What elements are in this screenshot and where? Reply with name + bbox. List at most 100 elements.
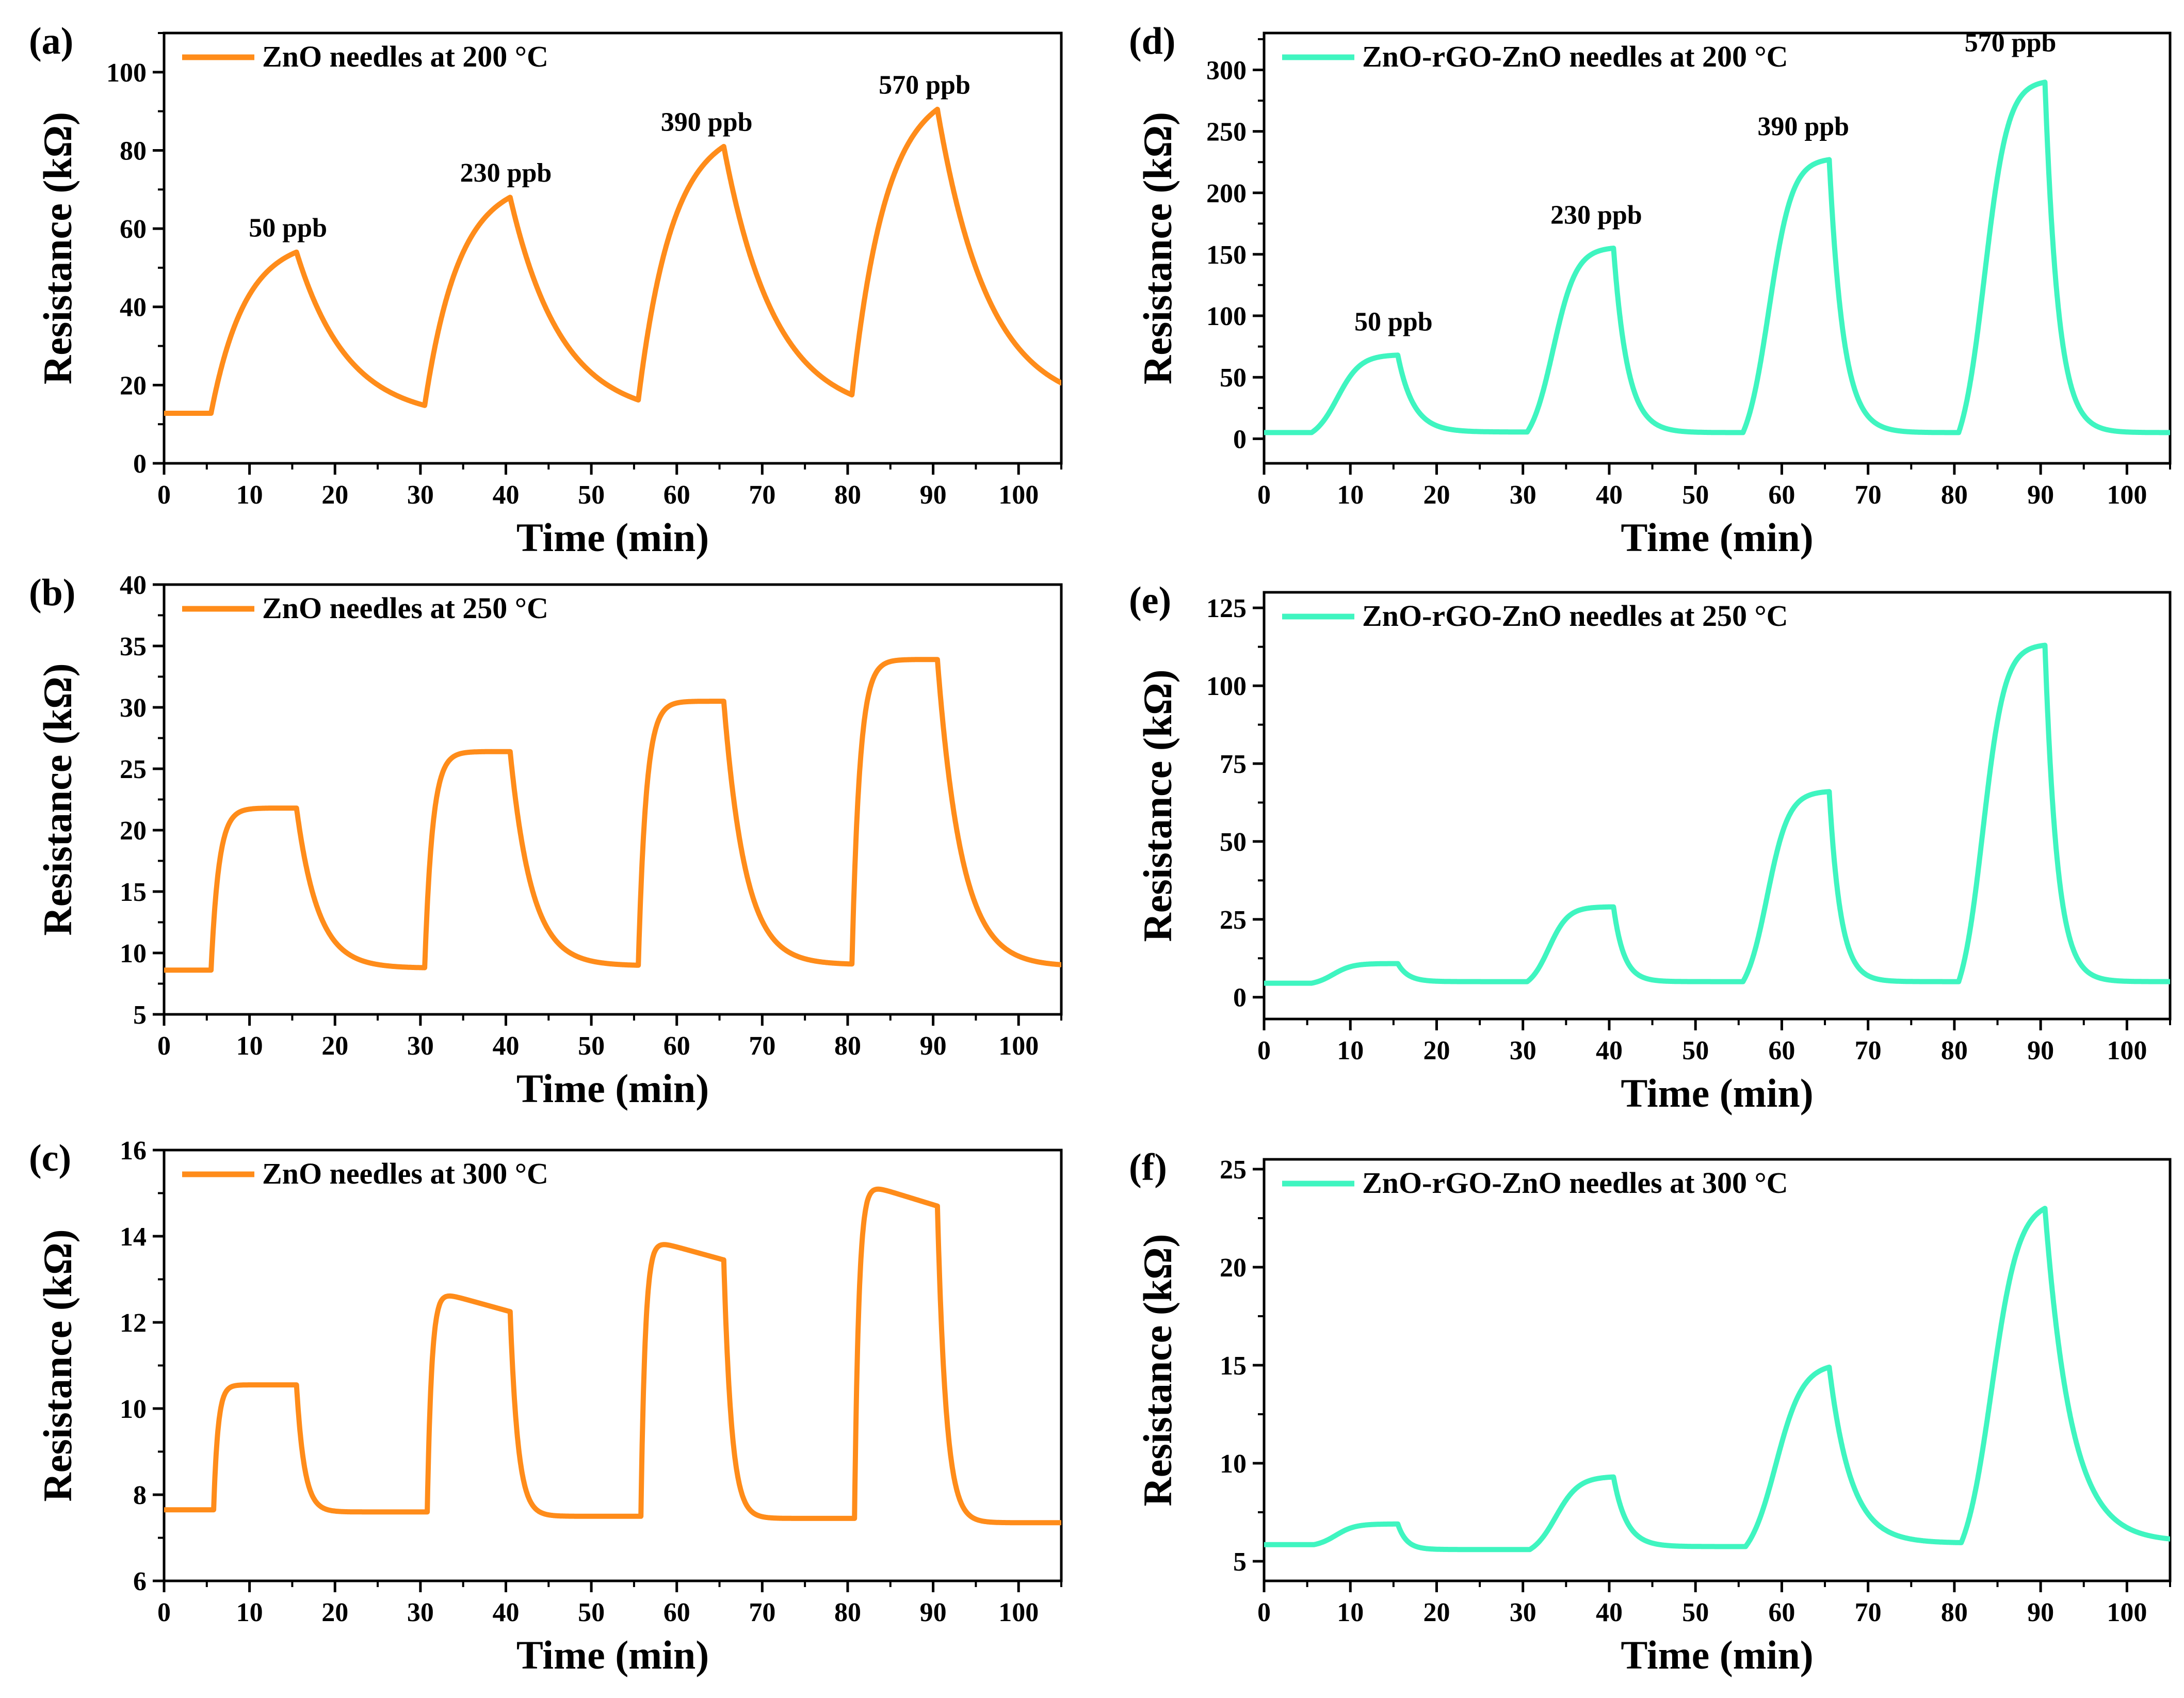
x-tick-label: 20 [1423, 1036, 1450, 1065]
x-tick-label: 10 [1337, 1036, 1364, 1065]
x-tick-label: 80 [834, 1031, 861, 1061]
series-line [1264, 642, 2170, 986]
y-tick-label: 15 [120, 878, 147, 907]
concentration-label: 230 ppb [1550, 200, 1642, 230]
legend-label: ZnO needles at 250 °C [262, 591, 548, 625]
chart-panel-b: 0 10 20 30 40 50 60 70 80 90 100 5 10 15 20 25 30 35 40 Tim… [29, 571, 1063, 1111]
x-tick-label: 50 [578, 1031, 605, 1061]
concentration-label: 230 ppb [460, 158, 552, 188]
y-tick-label: 25 [120, 755, 147, 784]
concentration-label: 570 ppb [1965, 28, 2057, 58]
y-axis-title: Resistance (kΩ) [1135, 112, 1180, 384]
y-tick-label: 40 [120, 571, 147, 600]
y-tick-label: 35 [120, 632, 147, 661]
x-tick-label: 60 [664, 1598, 690, 1627]
x-tick-label: 80 [1941, 480, 1968, 510]
x-tick-label: 90 [2027, 1036, 2054, 1065]
y-tick-label: 75 [1220, 750, 1247, 779]
y-tick-label: 150 [1206, 240, 1247, 270]
y-tick-label: 250 [1206, 118, 1247, 147]
x-tick-label: 20 [321, 1598, 348, 1627]
y-tick-label: 10 [120, 1395, 147, 1424]
x-tick-label: 90 [2027, 1598, 2054, 1627]
x-tick-label: 10 [236, 480, 263, 510]
panel-label: (e) [1129, 579, 1171, 622]
x-axis-title: Time (min) [1621, 515, 1813, 560]
x-tick-label: 0 [157, 1031, 171, 1061]
y-tick-label: 5 [1233, 1547, 1247, 1577]
x-tick-label: 10 [1337, 480, 1364, 510]
legend-label: ZnO-rGO-ZnO needles at 250 °C [1362, 599, 1788, 633]
concentration-label: 50 ppb [249, 213, 327, 242]
y-tick-label: 10 [120, 939, 147, 968]
x-tick-label: 20 [321, 480, 348, 510]
plot-frame [1263, 1158, 2172, 1582]
panel-label: (b) [29, 572, 75, 614]
plot-frame [163, 583, 1063, 1016]
y-axis-title: Resistance (kΩ) [1135, 669, 1180, 942]
series-line [164, 657, 1061, 973]
x-tick-label: 30 [1510, 480, 1536, 510]
y-tick-label: 15 [1220, 1351, 1247, 1381]
x-tick-label: 60 [664, 480, 690, 510]
x-tick-label: 90 [920, 1598, 947, 1627]
x-tick-label: 40 [1596, 480, 1623, 510]
y-axis-title: Resistance (kΩ) [35, 1229, 80, 1501]
panel-label: (d) [1129, 20, 1175, 62]
x-tick-label: 100 [998, 1031, 1039, 1061]
y-tick-label: 125 [1206, 594, 1247, 623]
x-tick-label: 20 [1423, 1598, 1450, 1627]
x-tick-label: 60 [1768, 1036, 1795, 1065]
y-tick-label: 0 [133, 449, 147, 479]
y-tick-label: 8 [133, 1481, 147, 1510]
y-tick-label: 300 [1206, 56, 1247, 85]
y-tick-label: 50 [1220, 828, 1247, 857]
concentration-label: 570 ppb [879, 71, 970, 100]
x-tick-label: 0 [1257, 1598, 1271, 1627]
series-line [164, 1186, 1061, 1526]
x-tick-label: 100 [998, 1598, 1039, 1627]
plot-frame [1263, 31, 2172, 465]
x-tick-label: 70 [749, 480, 775, 510]
y-tick-label: 20 [1220, 1253, 1247, 1283]
x-tick-label: 30 [407, 480, 434, 510]
x-tick-label: 50 [578, 1598, 605, 1627]
x-tick-label: 80 [1941, 1598, 1968, 1627]
y-tick-label: 50 [1220, 363, 1247, 393]
y-tick-label: 0 [1233, 983, 1247, 1013]
x-tick-label: 40 [492, 1031, 519, 1061]
y-axis-title: Resistance (kΩ) [35, 663, 80, 935]
y-tick-label: 20 [120, 816, 147, 846]
x-tick-label: 90 [920, 1031, 947, 1061]
x-tick-label: 70 [1855, 480, 1882, 510]
y-tick-label: 80 [120, 136, 147, 166]
x-tick-label: 60 [664, 1031, 690, 1061]
y-tick-label: 25 [1220, 1155, 1247, 1185]
y-tick-label: 10 [1220, 1449, 1247, 1479]
y-tick-label: 200 [1206, 179, 1247, 208]
x-tick-label: 80 [1941, 1036, 1968, 1065]
x-tick-label: 10 [236, 1598, 263, 1627]
legend-label: ZnO needles at 300 °C [262, 1157, 548, 1190]
y-tick-label: 0 [1233, 425, 1247, 454]
y-tick-label: 60 [120, 215, 147, 244]
y-tick-label: 16 [120, 1136, 147, 1166]
x-tick-label: 100 [2107, 1598, 2147, 1627]
x-tick-label: 90 [2027, 480, 2054, 510]
x-tick-label: 40 [492, 1598, 519, 1627]
x-axis-title: Time (min) [1621, 1632, 1813, 1677]
series-line [164, 106, 1061, 416]
x-tick-label: 0 [1257, 1036, 1271, 1065]
x-tick-label: 70 [1855, 1036, 1882, 1065]
x-tick-label: 70 [749, 1031, 775, 1061]
y-tick-label: 100 [106, 58, 147, 88]
chart-panel-a: 0 10 20 30 40 50 60 70 80 90 100 0 20 40 60 80 100 Time (… [29, 20, 1063, 560]
x-axis-title: Time (min) [516, 1632, 709, 1677]
legend-label: ZnO-rGO-ZnO needles at 300 °C [1362, 1166, 1788, 1200]
x-tick-label: 40 [1596, 1036, 1623, 1065]
legend-label: ZnO-rGO-ZnO needles at 200 °C [1362, 40, 1788, 73]
x-tick-label: 30 [1510, 1598, 1536, 1627]
y-tick-label: 14 [120, 1222, 147, 1252]
x-tick-label: 100 [2107, 1036, 2147, 1065]
